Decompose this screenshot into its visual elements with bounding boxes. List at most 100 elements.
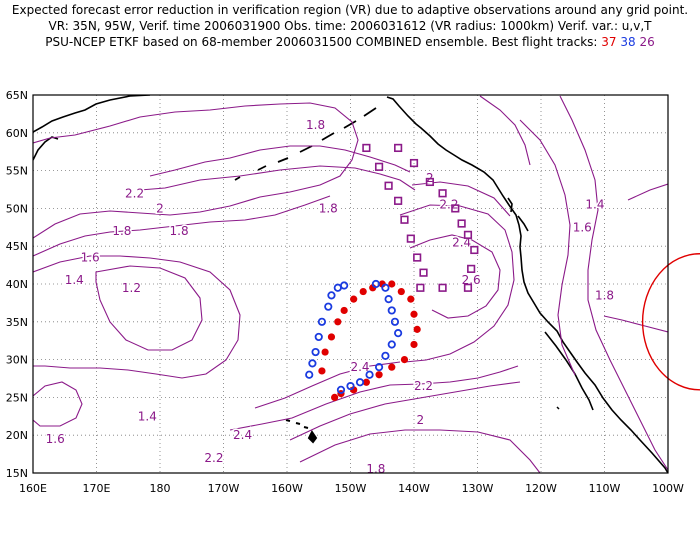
- track-purple-point: [463, 230, 473, 239]
- lon-label: 160W: [271, 482, 303, 495]
- lon-label: 100W: [652, 482, 684, 495]
- contour-1.8-right: [603, 315, 668, 333]
- track-purple-point: [419, 268, 428, 277]
- plot-frame: [32, 94, 669, 474]
- contour-1.8-east: [479, 95, 531, 166]
- track-purple-point: [451, 204, 460, 213]
- coastline-baja: [544, 331, 594, 411]
- contour-1.8-south: [299, 429, 541, 473]
- track-red-point: [400, 356, 409, 364]
- contour-labels: 1.82.221.8 1.81.61.41.21.822.22.42.61.41.…: [44, 117, 615, 473]
- contour-label: 2.2: [414, 379, 433, 393]
- plot-area: 1.82.221.8 1.81.61.41.21.822.22.42.61.41.…: [33, 95, 668, 473]
- track-blue-point: [305, 370, 314, 379]
- track-blue-point: [387, 340, 396, 349]
- contour-2.2-east: [411, 181, 511, 217]
- track-purple-point: [457, 219, 466, 228]
- lat-label: 20N: [6, 429, 28, 442]
- track-red-point: [388, 363, 396, 371]
- track-purple-point: [362, 143, 371, 153]
- contour-1.4-east: [559, 95, 668, 471]
- contour-label: 2.4: [350, 360, 369, 374]
- track-blue-point: [333, 283, 342, 292]
- lon-label: 150W: [335, 482, 367, 495]
- lon-label: 170E: [83, 482, 111, 495]
- track-red-point: [334, 318, 342, 326]
- track-count-purple: 26: [639, 35, 655, 49]
- flight-track-red: [318, 280, 421, 401]
- verification-region-layer: [641, 253, 700, 391]
- track-red-point: [407, 295, 415, 303]
- lon-label: 180: [150, 482, 171, 495]
- contour-label: 1.8: [306, 118, 325, 132]
- track-red-point: [327, 333, 336, 341]
- contours: [33, 95, 668, 473]
- lat-label: 35N: [6, 316, 28, 329]
- contour-label: 1.8: [112, 224, 131, 238]
- lat-label: 55N: [6, 165, 28, 178]
- lon-label: 120W: [525, 482, 557, 495]
- contour-2-south: [289, 381, 521, 441]
- track-red-point: [375, 371, 383, 379]
- contour-2.2-north: [149, 145, 411, 177]
- title-line-2: VR: 35N, 95W, Verif. time 2006031900 Obs…: [48, 19, 652, 33]
- track-blue-point: [327, 291, 336, 300]
- contour-1.8-north: [33, 102, 359, 239]
- contour-label: 2.2: [125, 186, 144, 200]
- track-red-point: [340, 306, 348, 315]
- lon-label: 170W: [208, 482, 240, 495]
- lat-label: 15N: [6, 467, 28, 480]
- contour-label: 1.4: [138, 409, 157, 423]
- contour-label: 1.8: [170, 224, 189, 238]
- track-blue-point: [346, 381, 355, 391]
- track-blue-point: [355, 378, 365, 387]
- lat-label: 30N: [6, 354, 28, 367]
- track-red-point: [350, 295, 358, 303]
- track-blue-point: [371, 279, 380, 289]
- contour-2.4-east: [399, 204, 515, 363]
- contour-label: 2: [417, 413, 425, 427]
- track-blue-point: [314, 332, 323, 342]
- track-red-point: [318, 367, 326, 375]
- track-purple-point: [416, 283, 425, 292]
- coastline-haida-gwaii: [507, 197, 513, 213]
- aleutian-islands: [234, 107, 377, 181]
- contour-label: 1.6: [573, 220, 592, 234]
- track-blue-point: [324, 302, 333, 311]
- track-red-point: [388, 280, 396, 288]
- coastline-north-america: [386, 96, 668, 473]
- contour-label: 1.4: [65, 273, 84, 287]
- lat-label: 45N: [6, 240, 28, 253]
- contour-2.4-south: [254, 361, 401, 409]
- track-blue-point: [308, 359, 317, 368]
- title-line-3-prefix: PSU-NCEP ETKF based on 68-member 2006031…: [45, 35, 598, 49]
- contour-label: 2.2: [439, 198, 458, 212]
- track-red-point: [331, 393, 339, 401]
- track-purple-point: [394, 196, 403, 205]
- coastline-alaska: [33, 95, 151, 133]
- track-purple-point: [384, 181, 393, 190]
- track-red-point: [413, 325, 421, 333]
- contour-1.2: [95, 265, 203, 351]
- latitude-labels: 65N 60N 55N 50N 45N 40N 35N 30N 25N 20N 15N: [6, 89, 28, 480]
- contour-label: 2: [156, 201, 164, 215]
- contour-2.6: [409, 234, 501, 319]
- contour-label: 1.6: [81, 251, 100, 265]
- track-blue-point: [317, 317, 327, 326]
- longitude-labels: 160E 170E 180 170W 160W 150W 140W 130W 120W 110W 1…: [19, 482, 684, 495]
- track-purple-point: [409, 158, 419, 168]
- track-purple-point: [374, 162, 384, 171]
- contour-label: 1.4: [585, 198, 604, 212]
- track-red-point: [350, 386, 358, 394]
- track-purple-point: [400, 215, 409, 224]
- track-count-red: 37: [601, 35, 617, 49]
- contour-label: 2.2: [204, 451, 223, 465]
- track-red-point: [397, 287, 405, 296]
- lon-label: 140W: [398, 482, 430, 495]
- coastline-vancouver-island: [517, 215, 529, 232]
- verification-region-circle: [641, 253, 700, 391]
- contour-1.4: [33, 255, 241, 379]
- contour-1.6-right: [627, 183, 668, 201]
- lat-label: 40N: [6, 278, 28, 291]
- track-purple-point: [463, 283, 473, 292]
